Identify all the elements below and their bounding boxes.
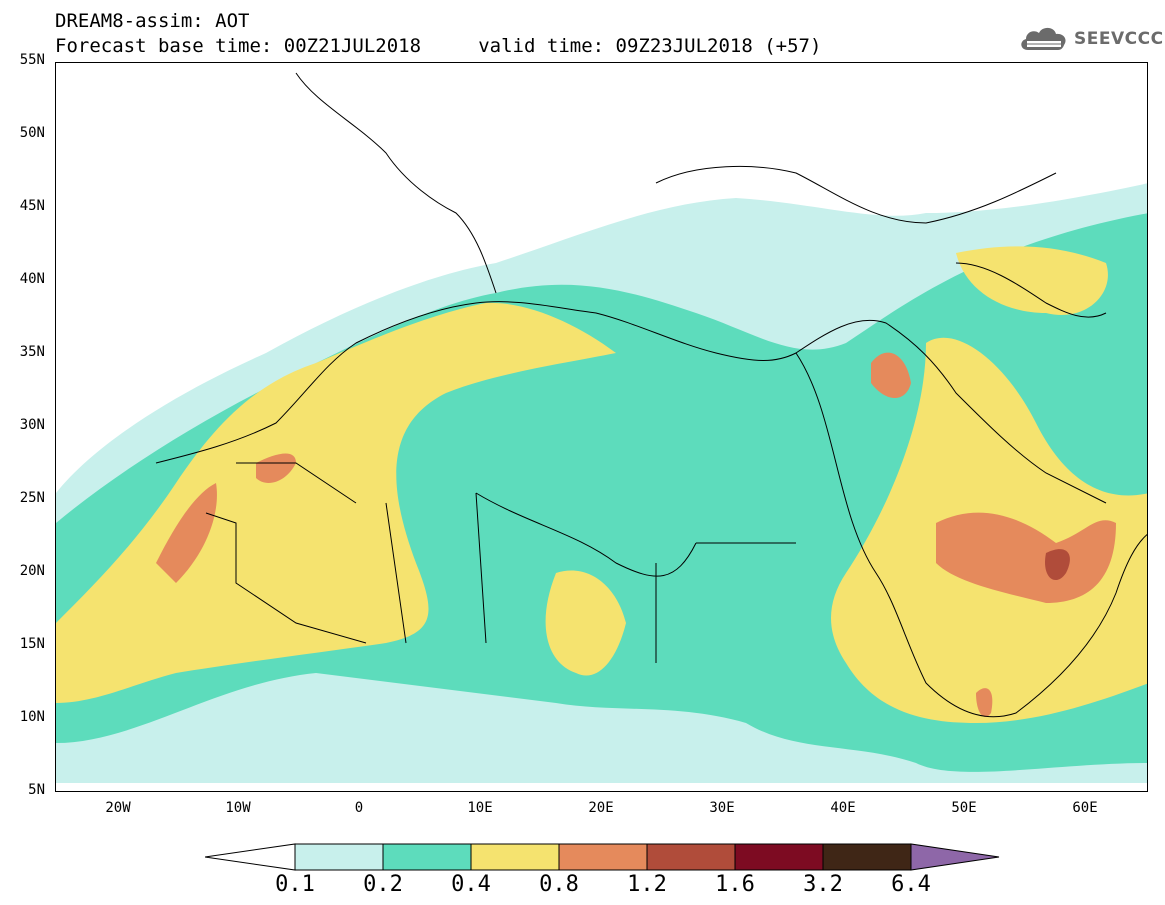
forecast-times: Forecast base time: 00Z21JUL2018 valid t… xyxy=(55,35,822,57)
aot-1.2-1.6 xyxy=(1045,549,1070,581)
colorbar-label-0.8: 0.8 xyxy=(539,872,579,897)
colorbar-label-1.6: 1.6 xyxy=(715,872,755,897)
colorbar-bin-0.2 xyxy=(382,843,472,871)
seevccc-logo: SEEVCCC xyxy=(1018,24,1164,54)
colorbar-label-0.2: 0.2 xyxy=(363,872,403,897)
lat-label-55n: 55N xyxy=(19,52,45,68)
colorbar-bin-0.4 xyxy=(470,843,560,871)
map-panel[interactable] xyxy=(55,62,1148,792)
lat-label-25n: 25N xyxy=(19,490,45,506)
lon-label-20e: 20E xyxy=(588,800,614,816)
colorbar-bin-0.8 xyxy=(558,843,648,871)
lat-label-15n: 15N xyxy=(19,636,45,652)
lat-label-5n: 5N xyxy=(28,782,45,798)
lon-label-50e: 50E xyxy=(951,800,977,816)
colorbar xyxy=(205,843,1000,871)
lat-label-35n: 35N xyxy=(19,344,45,360)
colorbar-bin-1.2 xyxy=(646,843,736,871)
lat-label-10n: 10N xyxy=(19,709,45,725)
colorbar-under-triangle xyxy=(205,843,296,871)
colorbar-label-1.2: 1.2 xyxy=(627,872,667,897)
lon-label-10e: 10E xyxy=(467,800,493,816)
map-title: DREAM8-assim: AOT xyxy=(55,10,250,32)
aot-0.8-1.2 xyxy=(156,352,1116,717)
lat-label-45n: 45N xyxy=(19,198,45,214)
lon-label-60e: 60E xyxy=(1072,800,1098,816)
lon-label-40e: 40E xyxy=(830,800,856,816)
lat-label-40n: 40N xyxy=(19,271,45,287)
lon-label-30e: 30E xyxy=(709,800,735,816)
colorbar-bin-3.2 xyxy=(822,843,912,871)
colorbar-label-0.4: 0.4 xyxy=(451,872,491,897)
colorbar-bin-1.6 xyxy=(734,843,824,871)
aot-field xyxy=(56,72,1147,783)
coastlines xyxy=(155,72,1147,718)
cloud-icon xyxy=(1021,27,1066,50)
colorbar-bin-0.1 xyxy=(294,843,384,871)
colorbar-over-triangle xyxy=(910,843,1000,871)
lon-label-0: 0 xyxy=(354,800,364,816)
colorbar-label-3.2: 3.2 xyxy=(803,872,843,897)
lon-label-20w: 20W xyxy=(105,800,131,816)
logo-text: SEEVCCC xyxy=(1074,29,1164,49)
lon-label-10w: 10W xyxy=(225,800,251,816)
lat-label-50n: 50N xyxy=(19,125,45,141)
colorbar-label-0.1: 0.1 xyxy=(275,872,315,897)
lat-label-30n: 30N xyxy=(19,417,45,433)
lat-label-20n: 20N xyxy=(19,563,45,579)
colorbar-label-6.4: 6.4 xyxy=(891,872,931,897)
